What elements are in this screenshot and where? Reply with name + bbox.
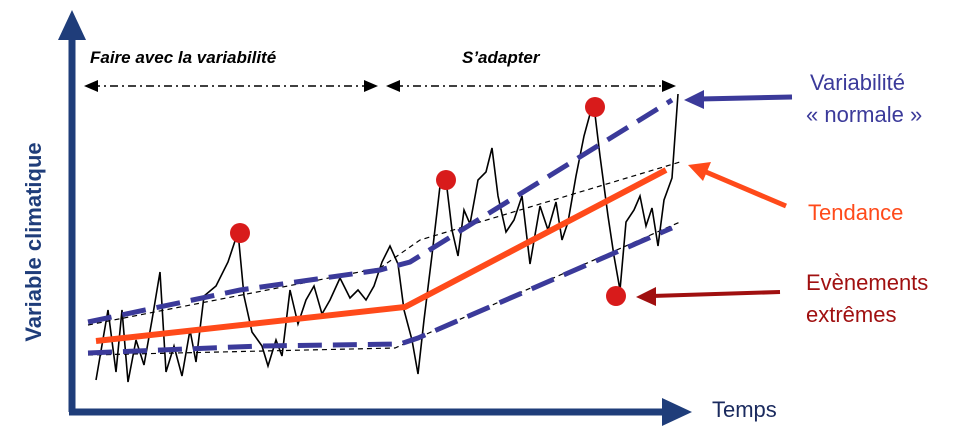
y-axis-label: Variable climatique	[14, 92, 54, 392]
extreme-event-dot	[436, 170, 456, 190]
variability-lower-band	[87, 225, 673, 356]
phase-label-left: Faire avec la variabilité	[90, 48, 277, 67]
legend-extremes-line2: extrêmes	[806, 302, 897, 327]
y-axis-arrowhead	[58, 10, 86, 40]
extreme-event-dot	[230, 223, 250, 243]
y-axis-label-text: Variable climatique	[21, 142, 46, 342]
variability-pointer-arrow	[684, 90, 793, 109]
variability-upper-band	[87, 97, 674, 325]
climate-signal-line	[95, 93, 679, 383]
x-axis-arrowhead	[662, 398, 692, 426]
legend-variability-line1: Variabilité	[810, 70, 905, 95]
legend-trend: Tendance	[808, 200, 904, 225]
extreme-event-dot	[585, 97, 605, 117]
legend-extremes-line1: Evènements	[806, 270, 929, 295]
legend-variability-line2: « normale »	[806, 102, 923, 127]
trend-line	[95, 167, 668, 344]
extreme-event-dot	[606, 286, 626, 306]
phase-arrow-left	[84, 80, 378, 92]
upper-envelope-line	[87, 161, 681, 326]
phase-arrow-right	[386, 80, 676, 92]
x-axis-label: Temps	[712, 397, 777, 422]
extremes-pointer-arrow	[636, 287, 781, 306]
phase-label-right: S’adapter	[462, 48, 540, 67]
trend-pointer-arrow	[688, 162, 787, 209]
